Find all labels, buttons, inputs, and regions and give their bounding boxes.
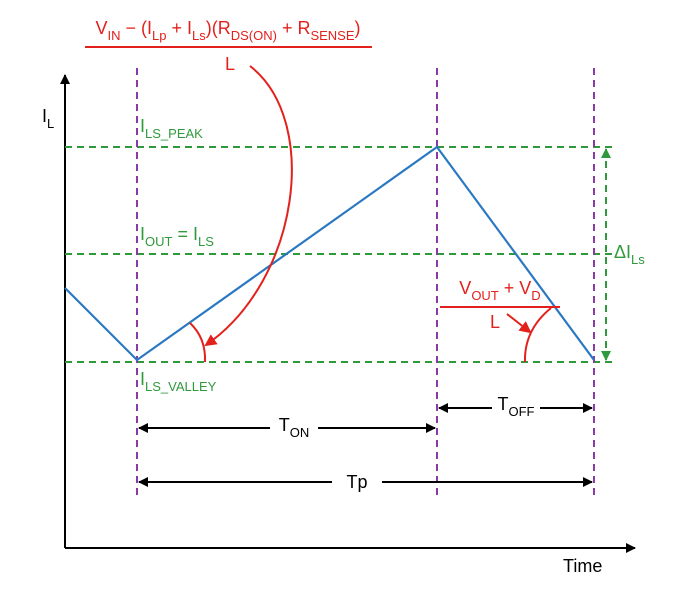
label-text: L xyxy=(225,54,235,74)
subscript: SENSE xyxy=(310,28,354,43)
subscript: LS xyxy=(198,234,214,249)
label-text: Time xyxy=(563,556,602,576)
ripple-label: ΔILs xyxy=(614,242,645,267)
subscript: D xyxy=(531,288,540,303)
label-text: + R xyxy=(277,18,311,38)
subscript: OUT xyxy=(471,288,499,303)
subscript: DS(ON) xyxy=(231,28,277,43)
formula-numerator: VOUT + VD xyxy=(459,278,540,303)
subscript: OFF xyxy=(509,404,535,419)
label-text: V xyxy=(459,278,471,298)
subscript: IN xyxy=(107,28,120,43)
period-label: Tp xyxy=(346,472,367,492)
off-label: TOFF xyxy=(498,394,535,419)
formula-denominator: L xyxy=(225,54,235,74)
label-text: I xyxy=(140,224,145,244)
label-text: )(R xyxy=(206,18,231,38)
subscript: Ls xyxy=(192,28,206,43)
label-text: Tp xyxy=(346,472,367,492)
label-text: + V xyxy=(499,278,532,298)
output-label: IOUT = ILS xyxy=(140,224,214,249)
label-text: T xyxy=(498,394,509,414)
on-label: TON xyxy=(279,415,310,440)
subscript: Ls xyxy=(631,252,645,267)
slope-arc xyxy=(523,307,552,363)
label-text: T xyxy=(279,415,290,435)
label-text: ΔI xyxy=(614,242,631,262)
formula-numerator: VIN − (ILp + ILs)(RDS(ON) + RSENSE) xyxy=(95,18,360,43)
slope-arrow xyxy=(204,65,293,347)
peak-label: ILS_PEAK xyxy=(140,116,203,141)
valley-label: ILS_VALLEY xyxy=(140,369,217,394)
label-text: ) xyxy=(355,18,361,38)
subscript: LS_PEAK xyxy=(145,126,203,141)
label-text: I xyxy=(140,116,145,136)
label-text: I xyxy=(140,369,145,389)
label-text: V xyxy=(95,18,107,38)
label-text: − (I xyxy=(120,18,152,38)
subscript: ON xyxy=(290,425,310,440)
x-axis-label: Time xyxy=(563,556,602,576)
label-text: L xyxy=(490,312,500,332)
slope-arc xyxy=(189,322,207,363)
inductor-current xyxy=(64,145,595,362)
formula-denominator: L xyxy=(490,312,500,332)
subscript: Lp xyxy=(152,28,166,43)
subscript: L xyxy=(47,116,54,131)
label-text: + I xyxy=(166,18,192,38)
label-text: I xyxy=(42,106,47,126)
slope-arrow xyxy=(506,313,532,334)
y-axis-label: IL xyxy=(42,106,54,131)
label-text: = I xyxy=(172,224,198,244)
subscript: OUT xyxy=(145,234,173,249)
subscript: LS_VALLEY xyxy=(145,379,217,394)
